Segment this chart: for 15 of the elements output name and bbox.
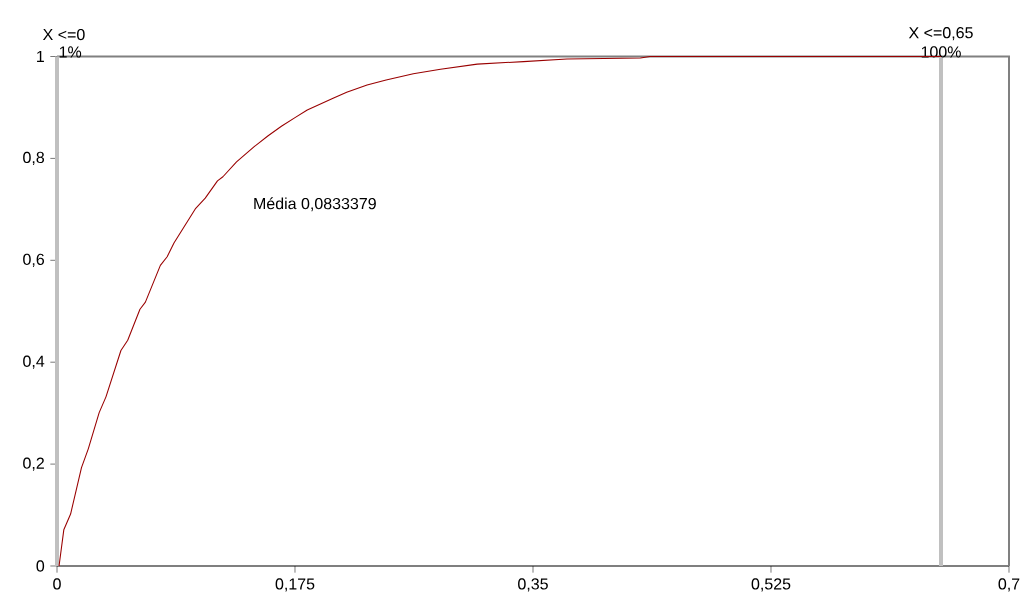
y-tick-label: 0,2 xyxy=(23,457,44,471)
x-tick-label: 0 xyxy=(53,578,61,590)
annotation: 1% xyxy=(59,46,82,58)
x-tick-label: 0,7 xyxy=(998,578,1020,592)
y-tick-label: 0 xyxy=(36,560,45,572)
annotation: Média 0,0833379 xyxy=(254,197,376,212)
x-tick-label: 0,525 xyxy=(751,578,791,592)
x-tick-label: 0,175 xyxy=(275,578,315,592)
y-tick-label: 0,6 xyxy=(23,253,45,267)
y-tick-label: 0,8 xyxy=(23,151,45,166)
x-tick-label: 0,35 xyxy=(518,578,548,592)
ref-line-label: X <=0,65 xyxy=(908,27,973,41)
y-tick-label: 1 xyxy=(37,51,44,62)
y-tick-label: 0,4 xyxy=(23,355,45,369)
ref-line-label: X <=0 xyxy=(42,28,85,41)
